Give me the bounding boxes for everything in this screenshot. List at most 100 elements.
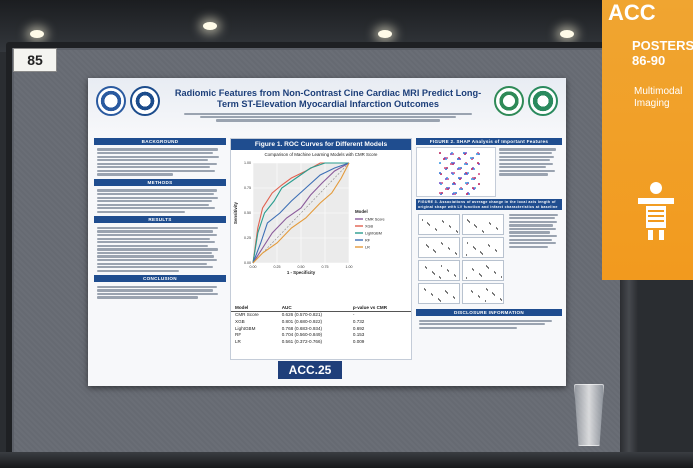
diagonal-reference [252, 162, 350, 264]
shap-dot [478, 183, 480, 185]
scatter-dot [489, 245, 491, 247]
shap-dot [451, 172, 453, 174]
scatter-dot [456, 230, 458, 232]
shap-dot [439, 172, 441, 174]
right-column: FIGURE 2. SHAP Analysis of Important Fea… [416, 138, 562, 332]
scatter-dot [446, 291, 448, 293]
shap-dot [466, 163, 468, 165]
mini-scatter-plot [418, 237, 460, 259]
scatter-dot [456, 253, 458, 255]
roc-chart-title: Comparison of Machine Learning Models wi… [264, 152, 378, 157]
conclusion-heading: CONCLUSION [94, 275, 226, 283]
cell-auc: 0.561 (0.372-0.766) [281, 338, 323, 344]
scatter-dot [447, 292, 449, 294]
scatter-dot [495, 272, 497, 274]
poster-authors [168, 113, 488, 123]
hospital-logo [130, 86, 160, 116]
scatter-dot [500, 298, 502, 300]
scatter-dot [487, 289, 489, 291]
scatter-dot [454, 274, 456, 276]
scatter-dot [467, 219, 469, 221]
scatter-dot [468, 220, 470, 222]
scatter-dot [475, 225, 477, 227]
shap-dot [446, 177, 448, 179]
scatter-dot [482, 253, 484, 255]
shap-dot [465, 172, 467, 174]
roc-chart: 0.000.00 0.25 0.25 0.50 0.50 0.75 0.75 1.00 1.00… [233, 161, 385, 275]
shap-dot [446, 157, 448, 159]
shap-plot [416, 147, 496, 197]
shap-dot [451, 152, 453, 154]
middle-column: Figure 1. ROC Curves for Different Model… [230, 138, 412, 360]
scatter-dot [455, 252, 457, 254]
cell-pvalue: 0.009 [352, 338, 365, 344]
shap-dot [458, 177, 460, 179]
scatter-dot [483, 231, 485, 233]
scatter-dot [426, 267, 428, 269]
shap-dot [453, 192, 455, 194]
scatter-dot [489, 222, 491, 224]
shap-dot [472, 157, 474, 159]
shap-dot [471, 178, 473, 180]
scatter-dot [439, 276, 441, 278]
scatter-dot [486, 265, 488, 267]
cell-model: RF [235, 332, 242, 338]
roc-line-rf [252, 162, 350, 264]
mini-scatter-plot [418, 283, 460, 305]
roc-line-xgb [252, 162, 349, 264]
auc-col-auc: AUC [277, 304, 349, 312]
y-tick-label: 0.50 [244, 211, 251, 215]
scatter-dot [488, 244, 490, 246]
scatter-dot [469, 221, 471, 223]
shap-dot [441, 192, 443, 194]
shap-dot [465, 182, 467, 184]
cell-model: XGB [235, 318, 245, 324]
shap-dot [467, 192, 469, 194]
scatter-dot [455, 275, 457, 277]
shap-dot [445, 168, 447, 170]
plastic-cup [574, 384, 604, 446]
shap-dot [455, 192, 457, 194]
shap-dot [468, 193, 470, 195]
ceiling-light [30, 30, 44, 38]
shap-dot [452, 183, 454, 185]
scatter-dot [425, 266, 427, 268]
institute-logo [494, 86, 524, 116]
scatter-dot [476, 226, 478, 228]
scatter-dot [436, 229, 438, 231]
scatter-dot [425, 289, 427, 291]
board-rail [0, 452, 693, 468]
scatter-dot [488, 267, 490, 269]
mini-scatter-plot [418, 214, 460, 236]
table-row: RF 0.704 (0.560-0.849) 0.153 [231, 331, 411, 338]
shap-dot [478, 153, 480, 155]
shap-dot [478, 173, 480, 175]
shap-dot [457, 168, 459, 170]
cell-auc: 0.768 (0.683-0.934) [281, 325, 323, 331]
scatter-dot [434, 250, 436, 252]
scatter-dot [466, 254, 468, 256]
scatter-dot [427, 222, 429, 224]
shap-dot [458, 157, 460, 159]
scatter-dot [426, 244, 428, 246]
left-column: BACKGROUND METHODS RESULTS CONCLUSION [94, 138, 226, 302]
shap-dot [472, 177, 474, 179]
legend-title: Model [355, 209, 368, 214]
shap-dot [473, 178, 475, 180]
conclusion-body [94, 282, 226, 302]
scatter-dot [422, 219, 424, 221]
shap-dot [460, 177, 462, 179]
x-tick-label: 0.25 [274, 265, 281, 269]
scatter-dot [442, 220, 444, 222]
scatter-dot [439, 299, 441, 301]
scatter-dot [442, 243, 444, 245]
scatter-dot [454, 297, 456, 299]
shap-dot [458, 167, 460, 169]
scatter-dot [480, 251, 482, 253]
shap-dot [460, 187, 462, 189]
scatter-dot [471, 290, 473, 292]
cell-pvalue: 0.153 [352, 332, 365, 338]
shap-dot [472, 187, 474, 189]
cell-pvalue: - [352, 312, 355, 318]
cell-pvalue: 0.732 [352, 318, 365, 324]
